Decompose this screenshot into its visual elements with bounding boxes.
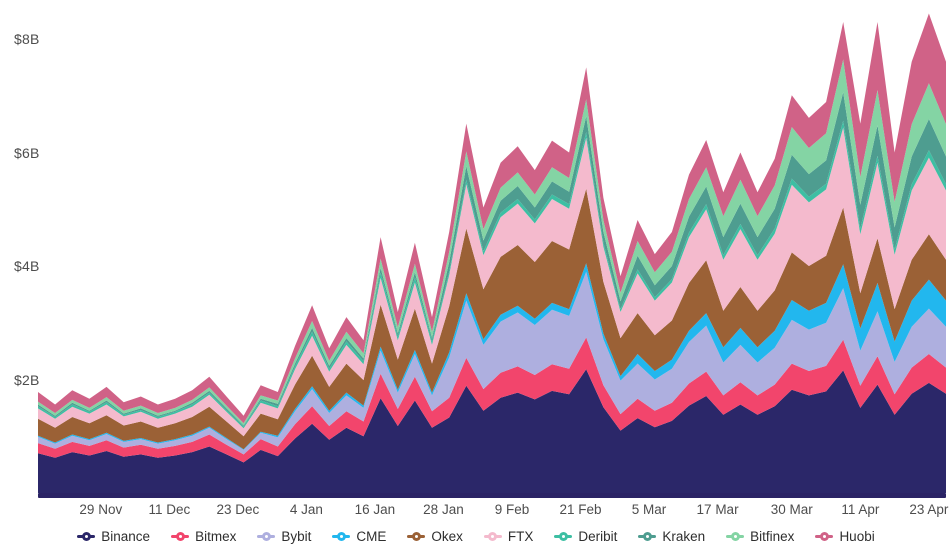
y-axis-tick-label: $4B: [14, 258, 40, 274]
legend-item-label: Deribit: [578, 529, 618, 544]
legend-marker-icon: [171, 532, 190, 542]
y-axis-tick-label: $6B: [14, 144, 40, 161]
x-axis-tick-label: 21 Feb: [559, 502, 602, 517]
legend-item-label: Okex: [431, 529, 463, 544]
legend-item-huobi[interactable]: Huobi: [815, 529, 875, 544]
legend-item-label: Kraken: [662, 529, 706, 544]
legend-item-label: Huobi: [839, 529, 875, 544]
legend-marker-icon: [77, 532, 96, 542]
x-axis-tick-label: 28 Jan: [423, 502, 464, 517]
legend-item-bitfinex[interactable]: Bitfinex: [726, 529, 794, 544]
x-axis-baseline: [38, 493, 946, 498]
x-axis-tick-label: 23 Apr: [909, 502, 949, 517]
legend-item-bybit[interactable]: Bybit: [257, 529, 311, 544]
legend-item-cme[interactable]: CME: [332, 529, 386, 544]
legend-marker-icon: [815, 532, 834, 542]
x-axis-tick-label: 11 Dec: [148, 502, 191, 517]
area-series-cme[interactable]: [38, 263, 946, 450]
legend-item-bitmex[interactable]: Bitmex: [171, 529, 236, 544]
area-series-bitmex[interactable]: [38, 337, 946, 463]
legend-item-deribit[interactable]: Deribit: [554, 529, 617, 544]
area-series-bybit[interactable]: [38, 271, 946, 455]
area-series-okex[interactable]: [38, 188, 946, 450]
x-axis-tick-label: 30 Mar: [770, 502, 813, 517]
legend-item-ftx[interactable]: FTX: [483, 529, 534, 544]
legend-marker-icon: [638, 532, 657, 542]
legend-item-label: Bitmex: [195, 529, 237, 544]
legend-marker-icon: [332, 532, 351, 542]
legend-item-label: FTX: [507, 529, 534, 544]
legend: Binance Bitmex Bybit CME Okex FTX Deribit Krake…: [0, 529, 952, 544]
x-axis-tick-label: 17 Mar: [696, 502, 739, 517]
x-axis-tick-label: 4 Jan: [289, 502, 323, 517]
legend-item-label: Bitfinex: [750, 529, 795, 544]
legend-item-label: Bybit: [281, 529, 312, 544]
y-axis-tick-label: $2B: [14, 371, 40, 388]
x-axis-tick-label: 11 Apr: [841, 502, 880, 517]
legend-item-label: CME: [356, 529, 387, 544]
y-axis-tick-label: $8B: [14, 31, 40, 47]
x-axis-tick-label: 29 Nov: [79, 502, 123, 517]
x-axis-tick-label: 23 Dec: [216, 502, 260, 517]
legend-item-binance[interactable]: Binance: [77, 529, 150, 544]
x-axis-tick-label: 9 Feb: [494, 502, 530, 517]
area-series-ftx[interactable]: [38, 127, 946, 437]
legend-marker-icon: [257, 532, 276, 542]
legend-marker-icon: [407, 532, 426, 542]
area-series-binance[interactable]: [38, 369, 946, 493]
legend-marker-icon: [726, 532, 745, 542]
legend-marker-icon: [483, 532, 502, 542]
x-axis-tick-label: 16 Jan: [354, 502, 396, 517]
legend-item-okex[interactable]: Okex: [407, 529, 463, 544]
legend-marker-icon: [554, 532, 573, 542]
x-axis-tick-label: 5 Mar: [631, 502, 667, 517]
legend-item-kraken[interactable]: Kraken: [638, 529, 705, 544]
legend-item-label: Binance: [101, 529, 151, 544]
